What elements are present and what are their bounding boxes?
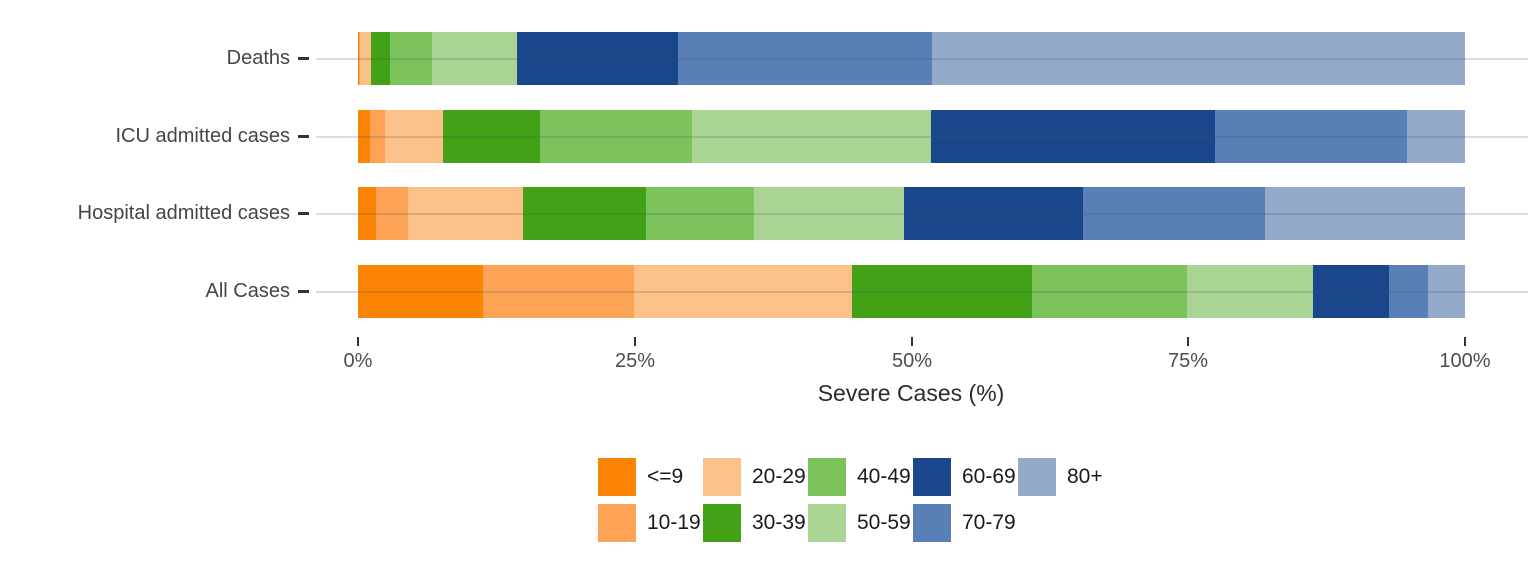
bar-segment-80+: [1428, 265, 1465, 318]
gridline: [316, 58, 1528, 60]
legend-swatch-70-79: [913, 504, 951, 542]
gridline: [316, 291, 1528, 293]
bar-segment-40-49: [1032, 265, 1188, 318]
bar-segment-20-29: [360, 32, 372, 85]
legend-item: 40-49: [808, 458, 913, 496]
stacked-bar: [358, 187, 1465, 240]
bar-row: Deaths: [0, 32, 1536, 85]
bar-segment-<=9: [358, 110, 371, 163]
bar-segment-10-19: [370, 110, 385, 163]
category-label: Hospital admitted cases: [77, 202, 290, 224]
legend-swatch-60-69: [913, 458, 951, 496]
x-axis-tick-label: 75%: [1167, 350, 1209, 372]
legend-swatch-20-29: [703, 458, 741, 496]
category-label: Deaths: [226, 47, 290, 69]
bar-segment-<=9: [358, 265, 484, 318]
gridline: [316, 213, 1528, 215]
bar-segment-20-29: [633, 265, 852, 318]
bar-segment-50-59: [1187, 265, 1314, 318]
legend-label: 70-79: [962, 511, 1016, 534]
legend-item: <=9: [598, 458, 703, 496]
legend-item: 30-39: [703, 504, 808, 542]
legend-swatch-50-59: [808, 504, 846, 542]
legend-label: 30-39: [752, 511, 806, 534]
bar-segment-80+: [932, 32, 1465, 85]
x-axis-tick: [1187, 337, 1189, 346]
bar-segment-20-29: [384, 110, 444, 163]
bar-segment-70-79: [1388, 265, 1429, 318]
bar-segment-30-39: [443, 110, 540, 163]
legend-label: 20-29: [752, 465, 806, 488]
bar-segment-<=9: [358, 32, 360, 85]
legend-item: 50-59: [808, 504, 913, 542]
bar-segment-70-79: [1214, 110, 1408, 163]
y-axis-tick: [298, 212, 309, 215]
bar-row: ICU admitted cases: [0, 110, 1536, 163]
legend-item: 20-29: [703, 458, 808, 496]
legend: <=9 10-19 20-29 30-39 40-49 50-59 60-69 70-79 80…: [598, 458, 1123, 542]
x-axis-tick-label: 100%: [1439, 350, 1491, 372]
legend-item: 60-69: [913, 458, 1018, 496]
bar-segment-20-29: [407, 187, 523, 240]
legend-swatch-<=9: [598, 458, 636, 496]
x-axis-tick-label: 50%: [891, 350, 933, 372]
stacked-bar: [358, 265, 1465, 318]
y-axis-tick: [298, 290, 309, 293]
bar-segment-60-69: [931, 110, 1215, 163]
legend-label: 40-49: [857, 465, 911, 488]
legend-label: 10-19: [647, 511, 701, 534]
x-axis-tick: [911, 337, 913, 346]
bar-row: All Cases: [0, 265, 1536, 318]
x-axis-tick: [634, 337, 636, 346]
bar-segment-70-79: [677, 32, 933, 85]
y-axis-tick: [298, 57, 309, 60]
legend-item: 10-19: [598, 504, 703, 542]
bar-segment-60-69: [1313, 265, 1389, 318]
stacked-bar: [358, 110, 1465, 163]
bar-segment-80+: [1264, 187, 1465, 240]
bar-segment-40-49: [645, 187, 755, 240]
legend-swatch-30-39: [703, 504, 741, 542]
bar-segment-60-69: [903, 187, 1084, 240]
x-axis-tick: [357, 337, 359, 346]
bar-segment-70-79: [1083, 187, 1265, 240]
bar-row: Hospital admitted cases: [0, 187, 1536, 240]
bar-segment-30-39: [371, 32, 391, 85]
x-axis-title: Severe Cases (%): [817, 380, 1005, 406]
bar-segment-10-19: [375, 187, 408, 240]
gridline: [316, 136, 1528, 138]
bar-segment-<=9: [358, 187, 376, 240]
x-axis-tick-label: 25%: [614, 350, 656, 372]
legend-label: 60-69: [962, 465, 1016, 488]
category-label: ICU admitted cases: [115, 125, 290, 147]
x-axis-tick: [1464, 337, 1466, 346]
stacked-bar: [358, 32, 1465, 85]
bar-segment-30-39: [522, 187, 646, 240]
legend-label: <=9: [647, 465, 684, 488]
legend-item: 80+: [1018, 458, 1123, 496]
bar-segment-40-49: [390, 32, 433, 85]
bar-segment-80+: [1407, 110, 1465, 163]
category-label: All Cases: [205, 280, 290, 302]
bar-segment-30-39: [851, 265, 1033, 318]
legend-swatch-40-49: [808, 458, 846, 496]
legend-swatch-80+: [1018, 458, 1056, 496]
x-axis-tick-label: 0%: [343, 350, 373, 372]
bar-segment-40-49: [539, 110, 693, 163]
legend-item: 70-79: [913, 504, 1018, 542]
legend-label: 50-59: [857, 511, 911, 534]
legend-label: 80+: [1067, 465, 1103, 488]
y-axis-tick: [298, 135, 309, 138]
bar-segment-50-59: [432, 32, 518, 85]
bar-segment-60-69: [517, 32, 678, 85]
bar-segment-50-59: [754, 187, 904, 240]
bar-segment-50-59: [692, 110, 932, 163]
bar-segment-10-19: [359, 32, 361, 85]
bar-segment-10-19: [483, 265, 634, 318]
legend-swatch-10-19: [598, 504, 636, 542]
